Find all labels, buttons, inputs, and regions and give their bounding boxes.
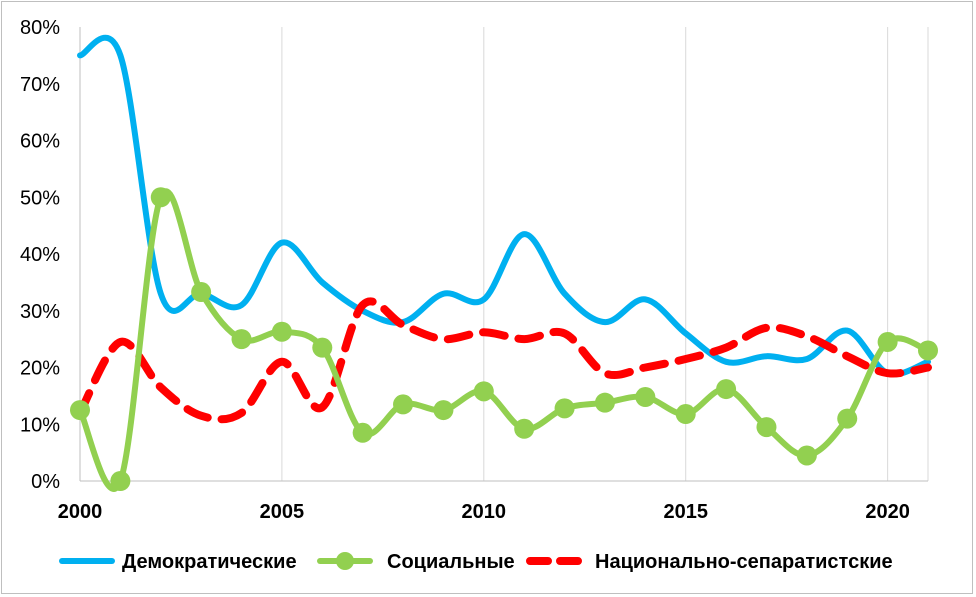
y-tick-label: 0%: [31, 471, 60, 493]
legend-label: Социальные: [387, 551, 515, 573]
data-point-marker: [554, 398, 575, 419]
data-point-marker: [352, 422, 373, 443]
series-markers: [70, 187, 938, 491]
data-point-marker: [393, 394, 414, 415]
data-point-marker: [312, 337, 333, 358]
series-line-2: [76, 297, 932, 424]
y-tick-label: 30%: [20, 301, 60, 323]
x-tick-label: 2020: [865, 501, 910, 523]
data-point-marker: [110, 471, 131, 491]
x-tick-label: 2005: [260, 501, 305, 523]
legend-label: Национально-сепаратистские: [595, 551, 893, 573]
data-point-marker: [918, 340, 938, 361]
series-line-1: [77, 188, 931, 492]
y-tick-label: 40%: [20, 244, 60, 266]
legend-marker: [336, 552, 354, 570]
data-point-marker: [756, 417, 777, 438]
y-tick-label: 60%: [20, 131, 60, 153]
data-point-marker: [716, 379, 737, 400]
data-point-marker: [635, 387, 656, 408]
y-tick-label: 80%: [20, 17, 60, 39]
x-axis-ticks: 2000 2005 2010 2015 2020: [58, 501, 910, 523]
x-tick-label: 2000: [58, 501, 103, 523]
data-point-marker: [70, 400, 90, 421]
data-point-marker: [675, 404, 696, 425]
y-tick-label: 10%: [20, 414, 60, 436]
data-point-marker: [877, 331, 898, 352]
data-point-marker: [433, 400, 454, 421]
data-point-marker: [271, 321, 292, 342]
y-tick-label: 20%: [20, 358, 60, 380]
data-point-marker: [150, 187, 171, 208]
series-lines: [76, 34, 932, 492]
data-point-marker: [514, 418, 535, 439]
legend: Демократические Социальные Национально-сеп…: [59, 551, 893, 573]
data-point-marker: [837, 408, 858, 429]
data-point-marker: [191, 282, 212, 303]
data-point-marker: [796, 445, 817, 466]
data-point-marker: [231, 329, 252, 350]
y-tick-label: 70%: [20, 74, 60, 96]
y-axis-ticks: 0% 10% 20% 30% 40% 50% 60% 70% 80%: [20, 17, 60, 493]
series-line-0: [77, 34, 931, 378]
y-tick-label: 50%: [20, 187, 60, 209]
data-point-marker: [594, 392, 615, 413]
x-tick-label: 2015: [663, 501, 708, 523]
data-point-marker: [473, 381, 494, 402]
x-tick-label: 2010: [462, 501, 507, 523]
legend-label: Демократические: [122, 551, 297, 573]
